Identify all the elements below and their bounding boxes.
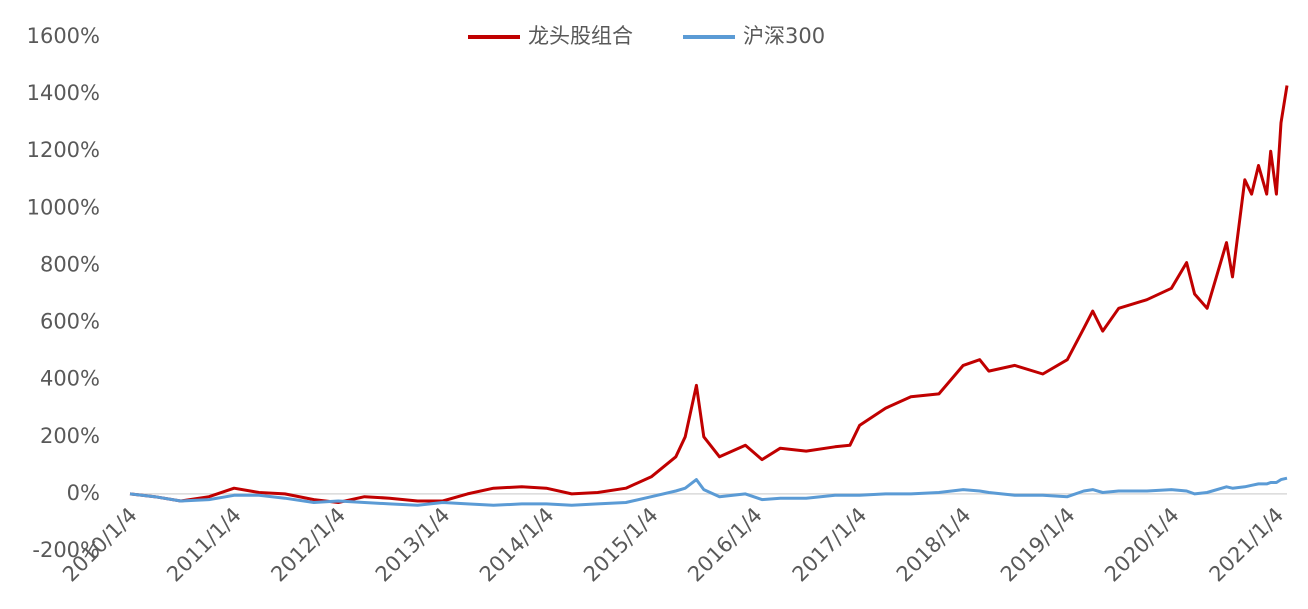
y-tick-label: 1000% (27, 195, 100, 219)
y-tick-label: 600% (40, 310, 100, 334)
y-tick-label: 1400% (27, 81, 100, 105)
y-tick-label: 400% (40, 367, 100, 391)
x-tick-label: 2014/1/4 (475, 503, 559, 587)
x-tick-label: 2021/1/4 (1205, 503, 1289, 587)
y-tick-label: 800% (40, 252, 100, 276)
series-line (129, 476, 1288, 507)
legend-label: 沪深300 (743, 24, 825, 48)
x-tick-label: 2017/1/4 (788, 503, 872, 587)
x-tick-label: 2018/1/4 (892, 503, 976, 587)
x-tick-label: 2013/1/4 (371, 503, 455, 587)
x-tick-label: 2015/1/4 (579, 503, 663, 587)
x-tick-label: 2016/1/4 (683, 503, 767, 587)
series-line (129, 85, 1289, 504)
x-tick-label: 2020/1/4 (1100, 503, 1184, 587)
x-tick-label: 2011/1/4 (162, 503, 246, 587)
y-tick-label: 1200% (27, 138, 100, 162)
x-tick-label: 2012/1/4 (266, 503, 350, 587)
y-tick-label: 0% (67, 481, 100, 505)
y-tick-label: 1600% (27, 24, 100, 48)
y-tick-label: 200% (40, 424, 100, 448)
legend-label: 龙头股组合 (528, 24, 633, 48)
y-tick-label: -200% (32, 538, 100, 562)
x-tick-label: 2019/1/4 (996, 503, 1080, 587)
